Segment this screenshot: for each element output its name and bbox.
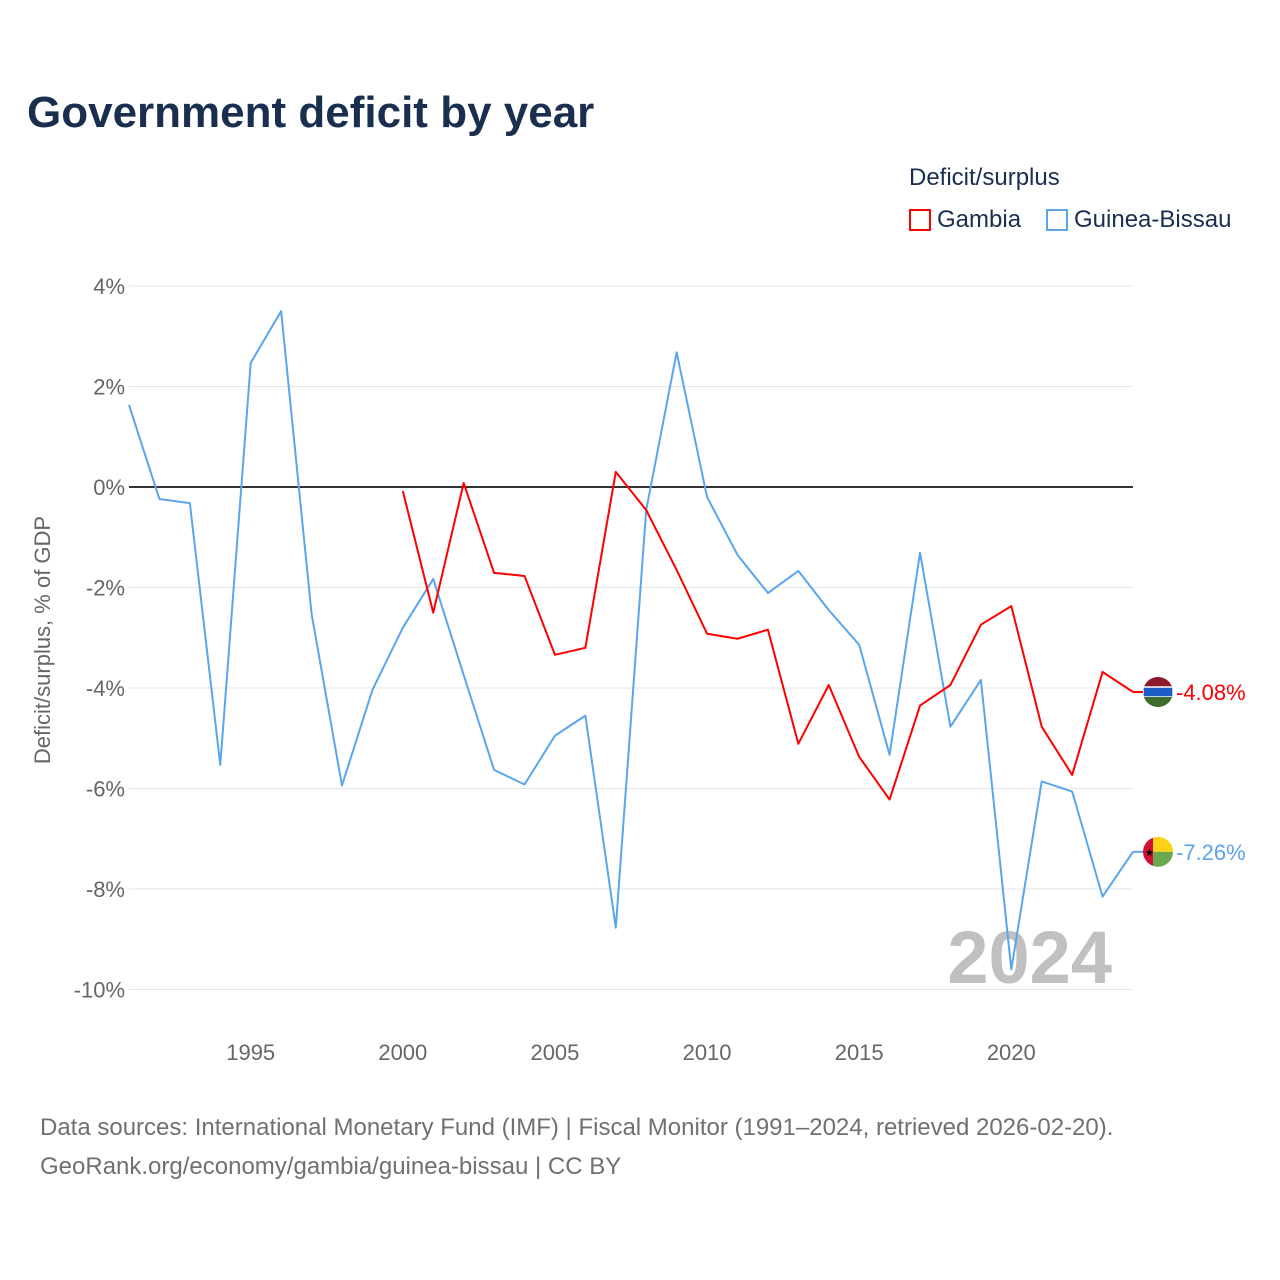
y-tick-label: -8% (86, 877, 125, 902)
y-tick-label: -6% (86, 777, 125, 802)
x-tick-label: 1995 (226, 1040, 275, 1065)
y-tick-label: 4% (93, 274, 125, 299)
legend-label-guinea-bissau: Guinea-Bissau (1074, 206, 1232, 233)
flag-icon-gambia-blue (1143, 686, 1173, 698)
year-watermark: 2024 (947, 916, 1112, 999)
flag-icon-gambia-green (1143, 697, 1173, 708)
chart-title: Government deficit by year (27, 88, 595, 137)
legend-swatch-guinea-bissau (1046, 209, 1068, 231)
series-line-guinea-bissau (128, 310, 1134, 971)
flag-icon-gw-red (1143, 836, 1153, 867)
legend-item-guinea-bissau[interactable]: Guinea-Bissau (1046, 206, 1231, 234)
series-line-gambia (401, 470, 1134, 801)
y-tick-label: -2% (86, 576, 125, 601)
source-note: Data sources: International Monetary Fun… (40, 1108, 1113, 1186)
x-tick-label: 2010 (683, 1040, 732, 1065)
legend-title: Deficit/surplus (909, 164, 1060, 191)
y-tick-label: -4% (86, 676, 125, 701)
legend-label-gambia: Gambia (937, 206, 1022, 233)
flag-star-icon: ★ (1145, 848, 1154, 859)
flag-icon-gambia-red (1143, 677, 1173, 688)
x-tick-label: 2005 (530, 1040, 579, 1065)
x-tick-label: 2015 (835, 1040, 884, 1065)
y-tick-label: 0% (93, 475, 125, 500)
y-tick-label: 2% (93, 375, 125, 400)
flag-icon-gw-yellow (1153, 836, 1173, 852)
y-tick-label: -10% (74, 978, 125, 1003)
end-label-guinea-bissau: -7.26% (1176, 840, 1246, 865)
flag-icon-gw-green (1153, 851, 1173, 867)
x-tick-label: 2020 (987, 1040, 1036, 1065)
end-label-gambia: -4.08% (1176, 680, 1246, 705)
y-axis-label: Deficit/surplus, % of GDP (30, 516, 55, 764)
source-line-2[interactable]: GeoRank.org/economy/gambia/guinea-bissau… (40, 1153, 622, 1180)
legend-item-gambia[interactable]: Gambia (909, 206, 1021, 234)
x-tick-label: 2000 (378, 1040, 427, 1065)
legend-swatch-gambia (909, 209, 931, 231)
source-line-1: Data sources: International Monetary Fun… (40, 1114, 1114, 1141)
